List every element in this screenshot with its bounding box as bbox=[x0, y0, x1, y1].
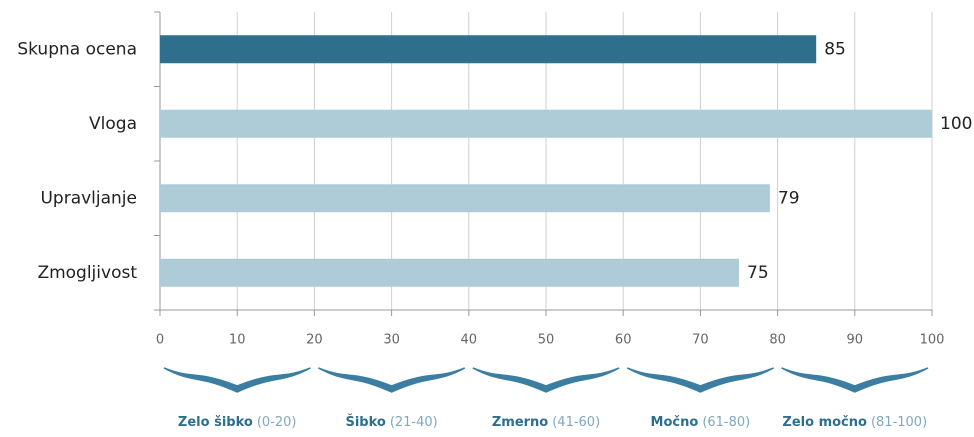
value-label: 85 bbox=[824, 39, 846, 59]
value-label: 100 bbox=[940, 114, 972, 134]
x-tick-label: 40 bbox=[461, 333, 478, 348]
band-label: Zelo močno (81-100) bbox=[782, 415, 927, 430]
band-range: (21-40) bbox=[390, 415, 438, 430]
x-tick-label: 100 bbox=[920, 333, 945, 348]
x-tick-label: 80 bbox=[769, 333, 786, 348]
bar bbox=[160, 184, 770, 213]
band-name: Zelo šibko bbox=[178, 415, 253, 430]
band-label: Šibko (21-40) bbox=[345, 414, 437, 430]
x-tick-label: 90 bbox=[847, 333, 864, 348]
category-label: Upravljanje bbox=[40, 188, 137, 208]
value-label: 79 bbox=[778, 188, 800, 208]
x-tick-label: 10 bbox=[229, 333, 246, 348]
band-range: (61-80) bbox=[702, 415, 750, 430]
brace bbox=[318, 367, 466, 393]
x-tick-label: 70 bbox=[692, 333, 709, 348]
band-range: (81-100) bbox=[871, 415, 927, 430]
value-label: 75 bbox=[747, 263, 769, 283]
category-label: Vloga bbox=[89, 114, 137, 134]
category-label: Zmogljivost bbox=[37, 263, 137, 283]
band-range: (41-60) bbox=[552, 415, 600, 430]
brace bbox=[781, 367, 929, 393]
band-label: Zmerno (41-60) bbox=[492, 415, 600, 430]
band-range: (0-20) bbox=[257, 415, 297, 430]
band-name: Zelo močno bbox=[782, 415, 867, 430]
brace bbox=[472, 367, 620, 393]
x-tick-label: 20 bbox=[306, 333, 323, 348]
x-tick-label: 30 bbox=[383, 333, 400, 348]
brace bbox=[626, 367, 774, 393]
x-tick-label: 50 bbox=[538, 333, 555, 348]
x-tick-label: 0 bbox=[156, 333, 164, 348]
category-label: Skupna ocena bbox=[17, 39, 137, 59]
band-name: Zmerno bbox=[492, 415, 548, 430]
band-label: Zelo šibko (0-20) bbox=[178, 415, 297, 430]
brace bbox=[163, 367, 311, 393]
band-name: Močno bbox=[651, 415, 699, 430]
band-name: Šibko bbox=[345, 414, 385, 430]
x-tick-label: 60 bbox=[615, 333, 632, 348]
band-label: Močno (61-80) bbox=[651, 415, 751, 430]
bar bbox=[160, 109, 932, 138]
bar bbox=[160, 35, 817, 64]
bar bbox=[160, 258, 739, 287]
